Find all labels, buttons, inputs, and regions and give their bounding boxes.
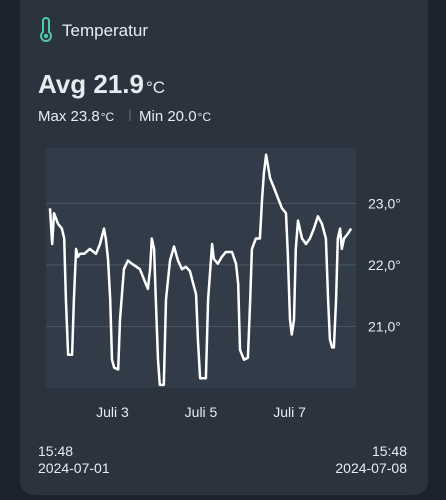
plot-area <box>46 148 356 388</box>
start-date: 2024-07-01 <box>38 460 110 476</box>
max-unit: °C <box>101 110 115 124</box>
title: Temperatur <box>62 21 148 40</box>
x-tick-label: Juli 5 <box>185 404 218 420</box>
max: Max 23.8°C <box>38 108 115 125</box>
start-time: 15:48 <box>38 443 73 459</box>
y-tick-label: 21,0° <box>368 318 401 334</box>
end-date: 2024-07-08 <box>335 460 407 476</box>
x-tick-label: Juli 3 <box>96 404 129 420</box>
avg-unit: °C <box>146 78 165 97</box>
thermometer-icon <box>40 17 52 42</box>
x-tick-label: Juli 7 <box>273 404 306 420</box>
min-value: Min 20.0 <box>139 108 197 125</box>
y-tick-label: 22,0° <box>368 257 401 273</box>
avg: Avg 21.9 °C <box>38 69 165 99</box>
line <box>48 153 353 387</box>
avg-value: Avg 21.9 <box>38 69 144 99</box>
y-tick-label: 23,0° <box>368 195 401 211</box>
end-time: 15:48 <box>372 443 407 459</box>
max-value: Max 23.8 <box>38 108 100 125</box>
min: Min 20.0°C <box>139 108 211 125</box>
min-unit: °C <box>198 110 212 124</box>
